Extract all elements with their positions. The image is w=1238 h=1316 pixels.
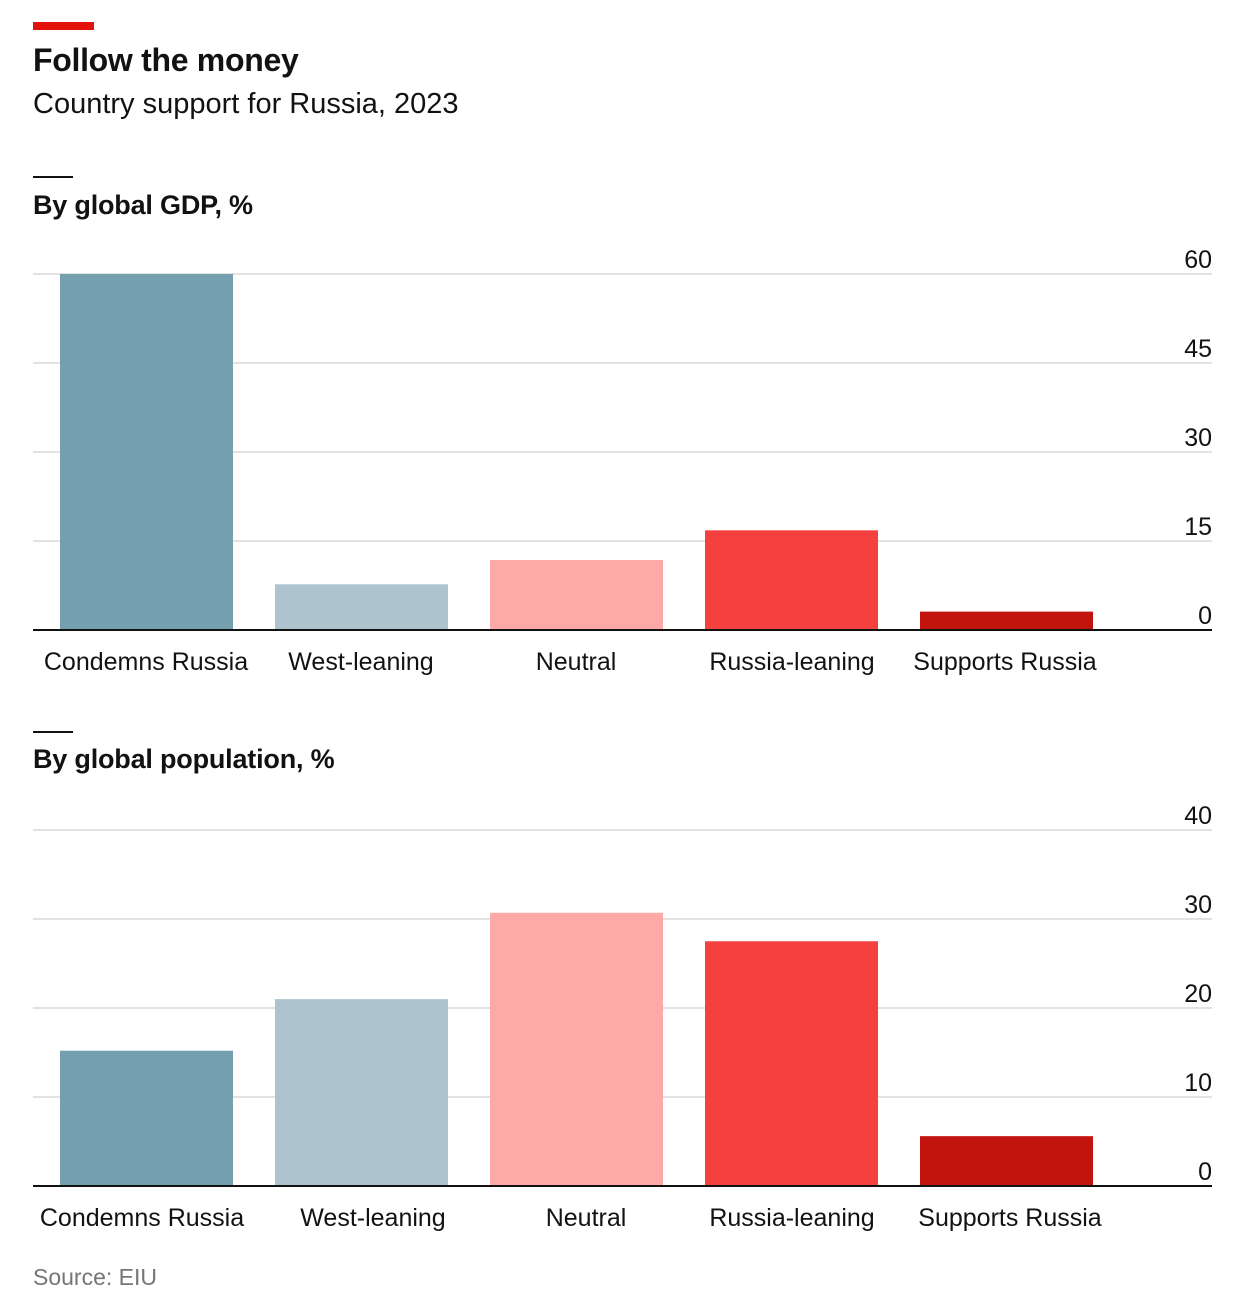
bar-supports-russia [920,1136,1093,1186]
panel-title-gdp: By global GDP, % [33,190,253,220]
panel-rule-population [33,731,73,733]
gdp-bar-chart: 0 15 30 45 60 Condemns Russia West-leaning Neut… [33,246,1212,676]
y-tick-label: 60 [1184,246,1212,274]
source-note: Source: EIU [33,1264,157,1290]
bar-condemns-russia [60,1050,233,1186]
bar-condemns-russia [60,274,233,630]
category-label: West-leaning [288,648,433,676]
bar-supports-russia [920,611,1093,630]
y-tick-label: 0 [1198,1158,1212,1186]
category-label: Neutral [536,648,617,676]
population-bar-chart: 0 10 20 30 40 Condemns Russia West-leaning Neut… [33,802,1212,1232]
y-tick-label: 15 [1184,513,1212,541]
chart-subtitle: Country support for Russia, 2023 [33,88,459,120]
chart-title: Follow the money [33,42,299,78]
category-label: Supports Russia [918,1204,1102,1232]
bar-neutral [490,559,663,630]
y-tick-label: 40 [1184,802,1212,830]
panel-title-population: By global population, % [33,744,335,774]
bar-neutral [490,912,663,1186]
category-label: Neutral [546,1204,627,1232]
y-tick-label: 30 [1184,424,1212,452]
y-tick-label: 10 [1184,1069,1212,1097]
panel-rule-gdp [33,176,73,178]
brand-accent-bar [33,22,94,30]
category-label: Russia-leaning [709,648,874,676]
y-tick-label: 0 [1198,602,1212,630]
bar-russia-leaning [705,530,878,630]
y-tick-label: 45 [1184,335,1212,363]
category-label: Supports Russia [913,648,1097,676]
category-label: Condemns Russia [40,1204,244,1232]
bar-west-leaning [275,999,448,1186]
y-tick-label: 20 [1184,980,1212,1008]
category-label: West-leaning [300,1204,445,1232]
category-label: Condemns Russia [44,648,248,676]
y-tick-label: 30 [1184,891,1212,919]
bar-russia-leaning [705,941,878,1186]
category-label: Russia-leaning [709,1204,874,1232]
bar-west-leaning [275,584,448,630]
